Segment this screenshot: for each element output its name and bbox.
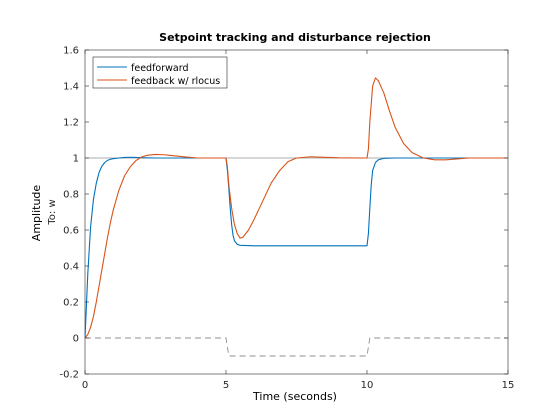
- x-tick-label: 0: [82, 380, 88, 391]
- y-tick-label: 1: [73, 154, 79, 165]
- x-tick-label: 5: [223, 380, 229, 391]
- legend-box: [92, 56, 228, 89]
- y-tick-label: 0: [73, 334, 79, 345]
- y-tick-label: 0.2: [63, 298, 79, 309]
- y-tick-label: -0.2: [59, 370, 79, 381]
- y-tick-label: 0.6: [63, 226, 79, 237]
- y-tick-label: 1.4: [63, 82, 79, 93]
- legend-label-feedforward: feedforward: [131, 63, 189, 74]
- legend: feedforward feedback w/ rlocus: [92, 56, 228, 89]
- series-layer: [84, 77, 508, 357]
- plot-area: [84, 49, 509, 375]
- x-axis-label: Time (seconds): [252, 390, 337, 403]
- y-axis-sublabel: To: w: [47, 199, 58, 225]
- y-tick-label: 1.6: [63, 46, 79, 57]
- y-tick-label: 1.2: [63, 118, 79, 129]
- tick-layer: 0 5 10 15-0.200.20.40.60.811.21.41.6: [59, 46, 514, 392]
- y-tick-label: 0.4: [63, 262, 79, 273]
- x-tick-label: 15: [502, 380, 515, 391]
- legend-label-feedback: feedback w/ rlocus: [131, 76, 220, 87]
- x-tick-label: 10: [361, 380, 374, 391]
- y-axis-label: Amplitude: [30, 185, 43, 242]
- y-tick-label: 0.8: [63, 190, 79, 201]
- series-line-feedforward: [84, 156, 508, 339]
- chart-title: Setpoint tracking and disturbance reject…: [159, 31, 431, 44]
- series-line-feedback: [84, 77, 508, 339]
